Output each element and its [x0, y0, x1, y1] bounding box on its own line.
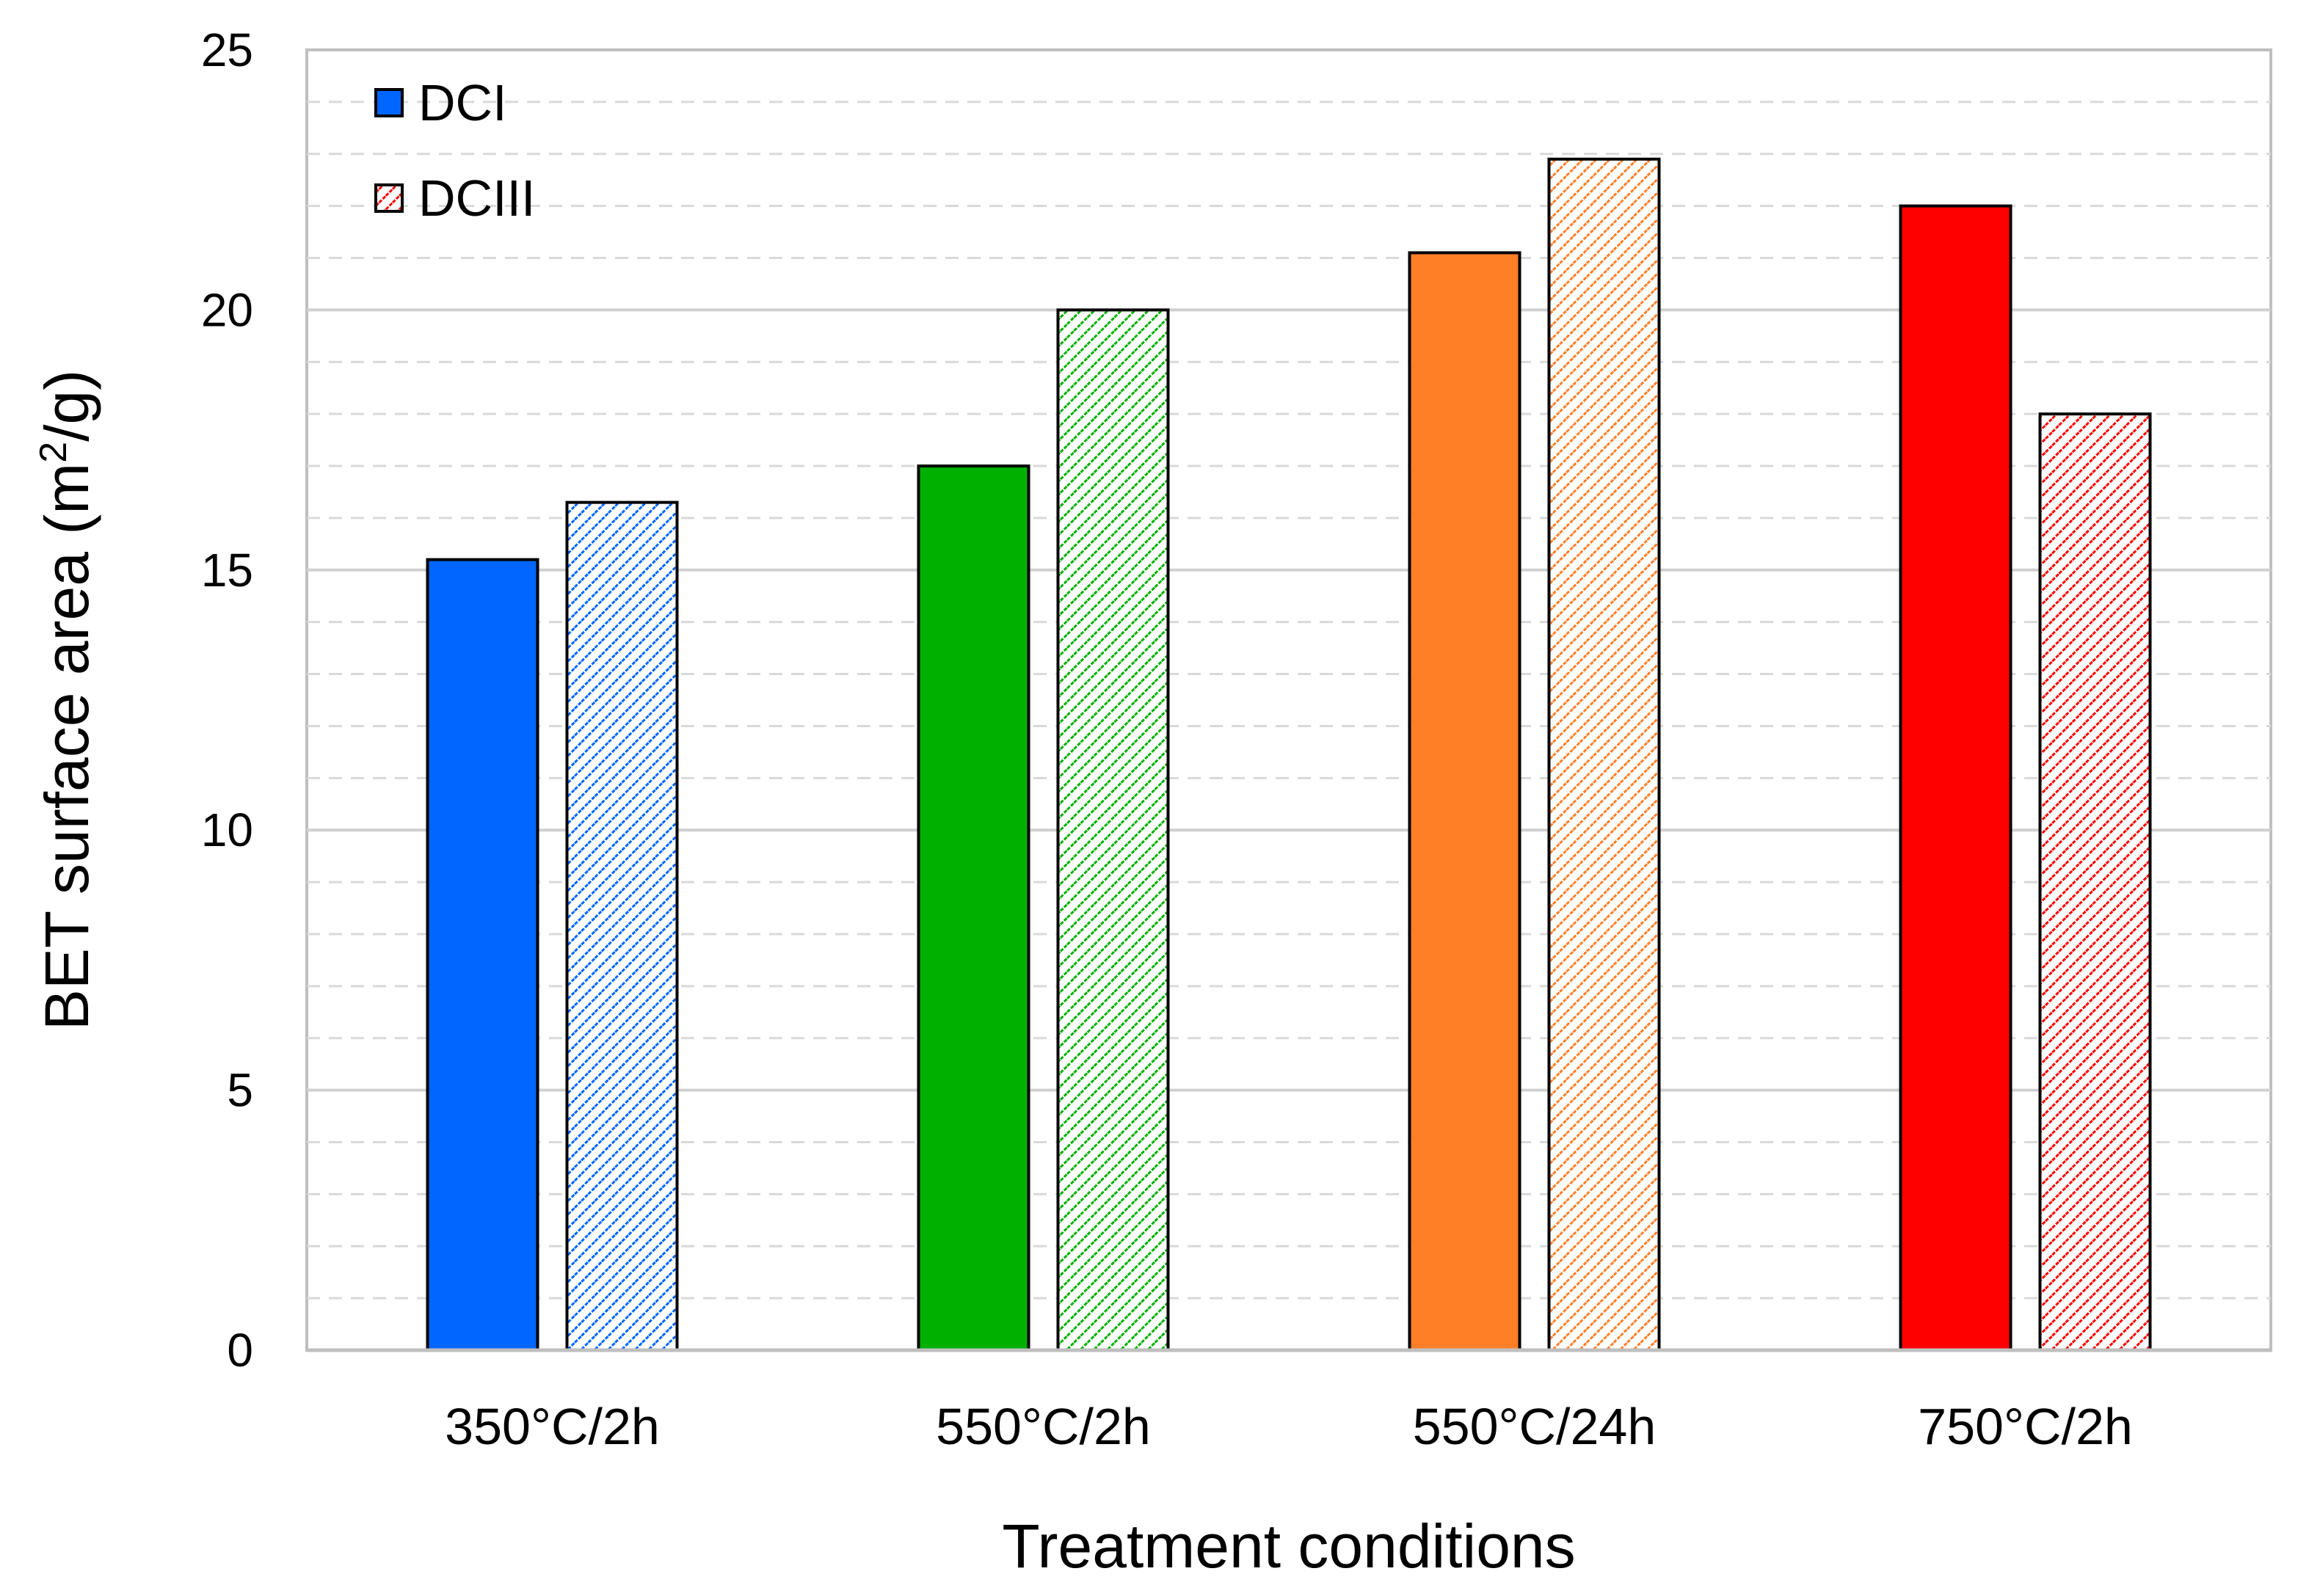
bar-dciii-4: [2038, 412, 2152, 1352]
y-tick-label: 10: [201, 804, 253, 856]
x-axis-categories: 350°C/2h 550°C/2h 550°C/24h 750°C/2h: [445, 1398, 2133, 1455]
bar-dci-4: [1899, 204, 2012, 1352]
bar-dci-1: [426, 558, 539, 1352]
y-tick-label: 20: [201, 283, 253, 336]
y-tick-label: 25: [201, 23, 253, 76]
bar-dci-2: [917, 464, 1030, 1352]
y-tick-label: 5: [227, 1064, 253, 1117]
bars: [426, 157, 2152, 1352]
bar-dciii-1: [565, 500, 679, 1352]
x-category-label: 350°C/2h: [445, 1398, 660, 1455]
legend-swatch-dciii: [374, 183, 404, 213]
x-category-label: 550°C/2h: [936, 1398, 1151, 1455]
y-axis-title-tail: /g): [32, 370, 101, 442]
bar-dciii-3: [1547, 157, 1661, 1352]
legend-label-dci: DCI: [418, 74, 507, 131]
legend: DCI DCIII: [374, 74, 535, 227]
y-tick-label: 0: [227, 1324, 253, 1377]
y-tick-label: 15: [201, 544, 253, 597]
y-axis-ticks: 0 5 10 15 20 25: [201, 23, 253, 1377]
y-axis-title: BET surface area (m2/g): [32, 370, 101, 1030]
bar-dci-3: [1408, 251, 1521, 1352]
x-axis-title: Treatment conditions: [1002, 1512, 1575, 1581]
y-axis-title-superscript: 2: [32, 442, 75, 463]
legend-swatch-dci: [374, 88, 404, 117]
bar-dciii-2: [1056, 308, 1170, 1352]
legend-label-dciii: DCIII: [418, 170, 535, 227]
x-category-label: 750°C/2h: [1918, 1398, 2133, 1455]
x-category-label: 550°C/24h: [1413, 1398, 1657, 1455]
y-axis-title-main: BET surface area (m: [32, 463, 101, 1030]
